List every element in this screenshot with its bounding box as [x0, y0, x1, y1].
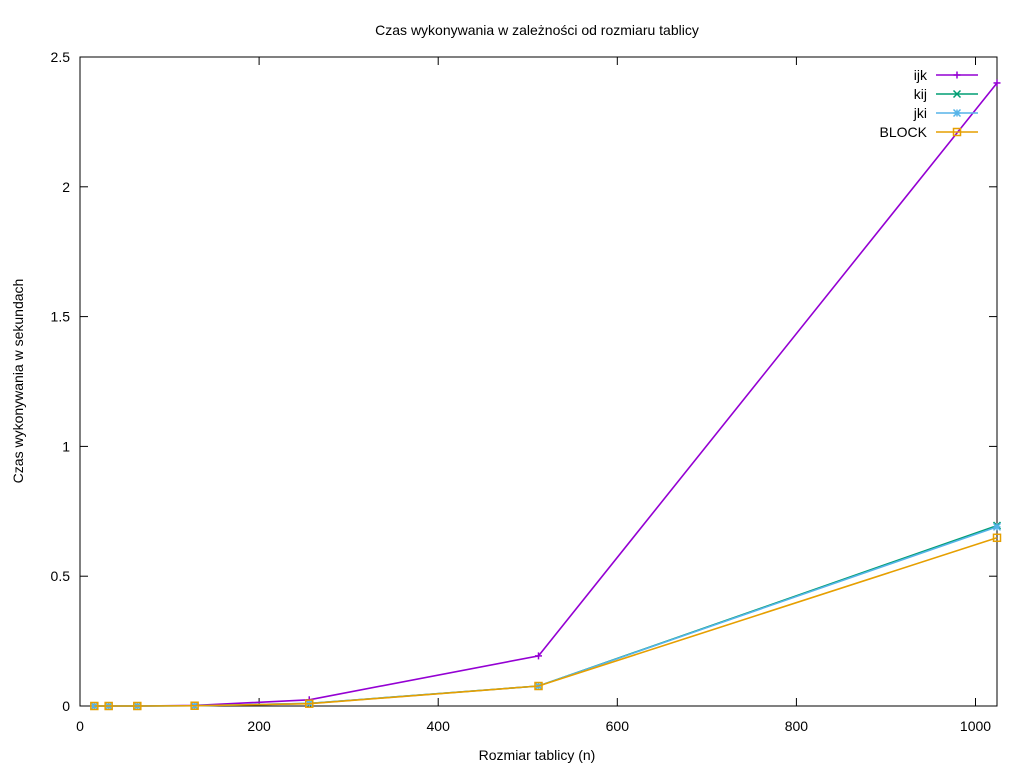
data-point-block — [305, 699, 314, 708]
x-tick-label: 600 — [606, 718, 630, 734]
legend-item-ijk: ijk — [914, 67, 978, 83]
x-tick-label: 0 — [76, 718, 84, 734]
y-tick-label: 2.5 — [51, 49, 71, 65]
legend-item-block: BLOCK — [880, 124, 978, 140]
data-point-jki — [992, 522, 1002, 531]
data-point-ijk — [993, 79, 1001, 87]
series-line-ijk — [94, 82, 998, 707]
series-jki — [90, 522, 1002, 711]
series-line-kij — [94, 524, 998, 707]
legend-marker — [952, 127, 962, 137]
data-point-block — [534, 681, 543, 691]
x-axis-label: Rozmiar tablicy (n) — [479, 747, 596, 763]
x-tick-label: 400 — [427, 718, 451, 734]
plot-frame — [79, 56, 998, 707]
series-line-block — [94, 537, 998, 707]
legend-label: ijk — [914, 67, 928, 83]
x-tick-label: 200 — [247, 718, 271, 734]
legend-marker — [953, 71, 961, 79]
legend-item-jki: jki — [913, 105, 978, 121]
data-point-block — [90, 701, 99, 711]
y-tick-label: 0.5 — [51, 568, 71, 584]
y-tick-label: 1 — [62, 438, 70, 454]
x-tick-label: 1000 — [960, 718, 991, 734]
series-group — [90, 79, 1002, 711]
x-tick-labels: 0 200 400 600 800 1000 — [76, 718, 991, 734]
data-point-block — [104, 701, 113, 711]
series-ijk — [90, 79, 1001, 710]
legend-label: kij — [914, 86, 927, 102]
x-tick-label: 800 — [785, 718, 809, 734]
y-tick-label: 1.5 — [51, 309, 71, 325]
data-point-block — [190, 701, 199, 710]
y-tick-label: 2 — [62, 179, 70, 195]
series-line-jki — [94, 526, 998, 707]
legend-marker — [952, 89, 962, 99]
y-tick-labels: 0 0.5 1 1.5 2 2.5 — [51, 49, 71, 714]
legend-item-kij: kij — [914, 86, 978, 102]
axis-ticks — [79, 56, 997, 707]
legend-label: jki — [913, 105, 927, 121]
chart-title: Czas wykonywania w zależności od rozmiar… — [375, 22, 699, 38]
series-block — [90, 533, 1002, 711]
legend: ijk kij jki BLOCK — [880, 67, 978, 140]
data-point-block — [133, 701, 142, 711]
legend-marker — [952, 108, 962, 118]
y-tick-label: 0 — [62, 698, 70, 714]
series-kij — [90, 521, 1002, 711]
data-point-block — [992, 533, 1002, 543]
legend-label: BLOCK — [880, 124, 928, 140]
data-point-ijk — [535, 652, 542, 660]
y-axis-label: Czas wykonywania w sekundach — [10, 279, 26, 484]
